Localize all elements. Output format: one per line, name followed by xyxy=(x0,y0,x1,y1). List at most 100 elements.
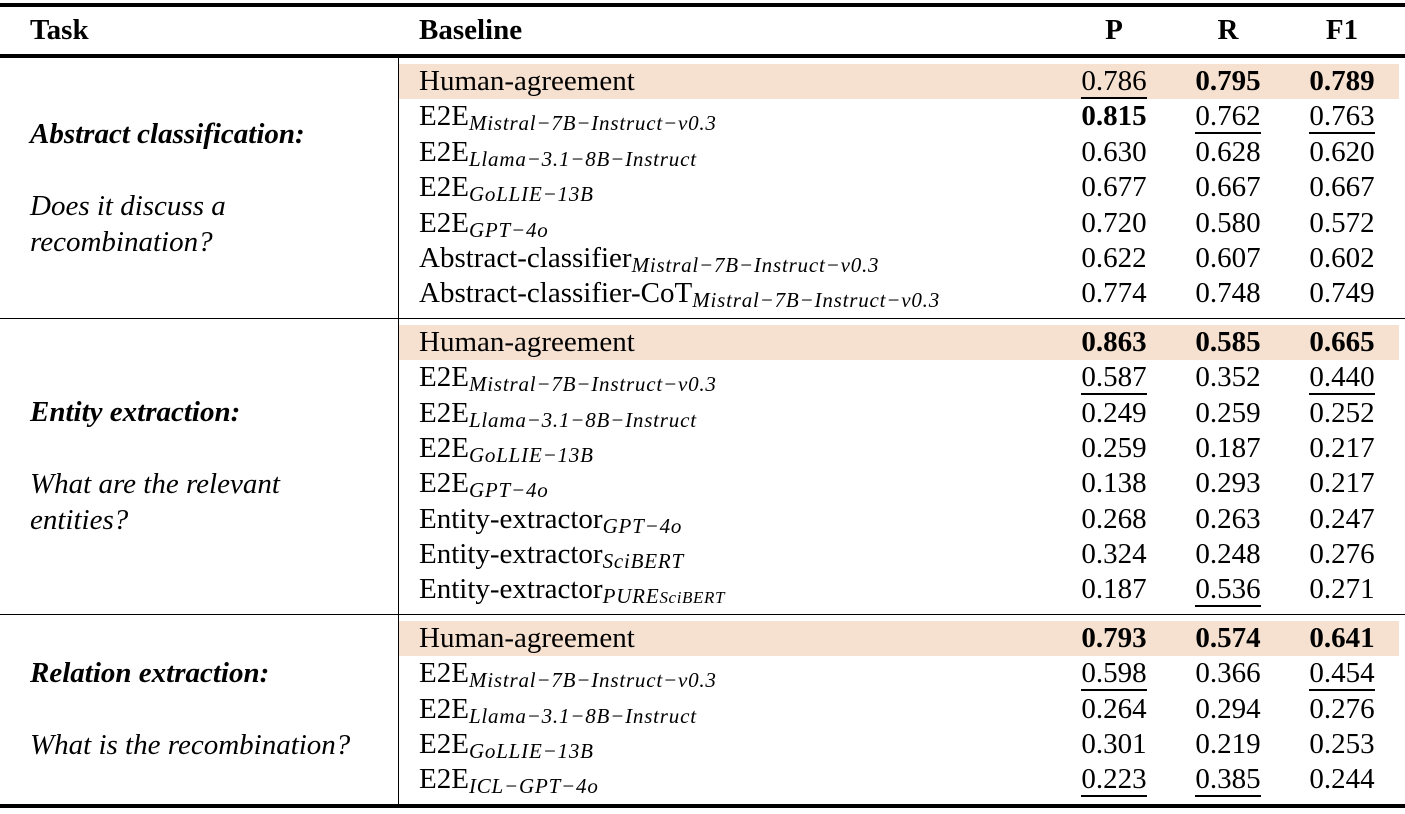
baseline-rows: Human-agreement 0.786 0.795 0.789 E2EMis… xyxy=(398,58,1405,318)
metric-f1-value: 0.217 xyxy=(1309,467,1375,500)
table-row: E2EGoLLIE−13B 0.677 0.667 0.667 xyxy=(399,170,1399,205)
table-row: E2EGoLLIE−13B 0.259 0.187 0.217 xyxy=(399,431,1399,466)
task-cell: Relation extraction: What is the recombi… xyxy=(0,615,398,804)
table-row: Abstract-classifierMistral−7B−Instruct−v… xyxy=(399,241,1399,276)
table-row: E2ELlama−3.1−8B−Instruct 0.264 0.294 0.2… xyxy=(399,692,1399,727)
baseline-name: E2EMistral−7B−Instruct−v0.3 xyxy=(399,99,1057,134)
task-question-line: What are the relevant xyxy=(30,468,280,501)
metric-r-value: 0.628 xyxy=(1195,135,1261,168)
task-section: Relation extraction: What is the recombi… xyxy=(0,614,1405,804)
task-section: Entity extraction: What are the relevant… xyxy=(0,318,1405,615)
baseline-main-text: Entity-extractor xyxy=(419,538,603,571)
baseline-main-text: E2E xyxy=(419,728,469,761)
metric-r-value: 0.762 xyxy=(1195,100,1261,135)
task-question-line: Does it discuss a xyxy=(30,189,226,222)
metric-f1-value: 0.253 xyxy=(1309,728,1375,761)
metric-p-value: 0.815 xyxy=(1081,100,1147,133)
baseline-main-text: Human-agreement xyxy=(419,65,635,97)
table-row: Abstract-classifier-CoTMistral−7B−Instru… xyxy=(399,276,1399,311)
table-row: Entity-extractorSciBERT 0.324 0.248 0.27… xyxy=(399,537,1399,572)
baseline-main-text: Abstract-classifier-CoT xyxy=(419,277,693,310)
metric-f1-value: 0.667 xyxy=(1309,171,1375,204)
metric-f1-value: 0.665 xyxy=(1309,325,1375,358)
metric-f1-value: 0.276 xyxy=(1309,538,1375,571)
baseline-main-text: E2E xyxy=(419,100,469,133)
table-row: E2EMistral−7B−Instruct−v0.3 0.598 0.366 … xyxy=(399,656,1399,692)
baseline-subscript: Mistral−7B−Instruct−v0.3 xyxy=(468,668,717,692)
metric-f1-value: 0.247 xyxy=(1309,502,1375,535)
metric-f1-value: 0.620 xyxy=(1309,135,1375,168)
metric-r-value: 0.259 xyxy=(1195,396,1261,429)
metric-f1-value: 0.789 xyxy=(1309,65,1375,97)
baseline-name: Abstract-classifier-CoTMistral−7B−Instru… xyxy=(399,276,1057,311)
metric-p-value: 0.863 xyxy=(1081,325,1147,358)
baseline-name: Entity-extractorSciBERT xyxy=(399,537,1057,572)
bottom-rule xyxy=(0,803,1405,808)
metric-p-value: 0.793 xyxy=(1081,621,1147,654)
task-spacer xyxy=(30,430,398,466)
metric-f1-value: 0.244 xyxy=(1309,763,1375,796)
baseline-subscript: Mistral−7B−Instruct−v0.3 xyxy=(692,288,940,312)
baseline-name: Entity-extractorPURESciBERT xyxy=(399,572,1057,607)
baseline-main-text: E2E xyxy=(419,171,469,204)
baseline-subscript: GoLLIE−13B xyxy=(468,739,594,763)
table-row: E2EGPT−4o 0.720 0.580 0.572 xyxy=(399,206,1399,241)
baseline-main-text: Entity-extractor xyxy=(419,502,603,535)
baseline-subscript: SciBERT xyxy=(602,549,685,573)
metric-f1-value: 0.572 xyxy=(1309,206,1375,239)
baseline-main-text: E2E xyxy=(419,763,469,796)
table-row: E2EMistral−7B−Instruct−v0.3 0.815 0.762 … xyxy=(399,99,1399,135)
baseline-name: E2EGoLLIE−13B xyxy=(399,727,1057,762)
metric-r-value: 0.536 xyxy=(1195,573,1261,608)
baseline-subscript: GPT−4o xyxy=(602,513,683,538)
baseline-main-text: E2E xyxy=(419,396,469,429)
metric-p-value: 0.223 xyxy=(1081,763,1147,798)
metric-p-value: 0.587 xyxy=(1081,361,1147,396)
baseline-name: Entity-extractorGPT−4o xyxy=(399,502,1057,537)
baseline-main-text: E2E xyxy=(419,692,469,725)
metric-p-value: 0.187 xyxy=(1081,573,1147,606)
metric-f1-value: 0.440 xyxy=(1309,361,1375,396)
table-row: Entity-extractorPURESciBERT 0.187 0.536 … xyxy=(399,572,1399,608)
baseline-main-text: E2E xyxy=(419,431,469,464)
header-metric-f1: F1 xyxy=(1325,14,1359,46)
metric-r-value: 0.187 xyxy=(1195,431,1261,464)
baseline-main-text: Human-agreement xyxy=(419,621,635,654)
baseline-main-text: E2E xyxy=(419,206,469,239)
task-cell: Entity extraction: What are the relevant… xyxy=(0,319,398,614)
task-section: Abstract classification: Does it discuss… xyxy=(0,58,1405,319)
baseline-name: E2EMistral−7B−Instruct−v0.3 xyxy=(399,656,1057,691)
metric-r-value: 0.352 xyxy=(1195,361,1261,394)
metric-r-value: 0.385 xyxy=(1195,763,1261,798)
metric-r-value: 0.795 xyxy=(1195,65,1261,97)
metric-p-value: 0.598 xyxy=(1081,657,1147,692)
metric-f1-value: 0.271 xyxy=(1309,573,1375,606)
task-cell: Abstract classification: Does it discuss… xyxy=(0,58,398,318)
metric-f1-value: 0.641 xyxy=(1309,621,1375,654)
baseline-name: E2EGoLLIE−13B xyxy=(399,431,1057,466)
metric-p-value: 0.268 xyxy=(1081,502,1147,535)
baseline-main-text: E2E xyxy=(419,135,469,168)
metric-r-value: 0.667 xyxy=(1195,171,1261,204)
baseline-name: E2EMistral−7B−Instruct−v0.3 xyxy=(399,360,1057,395)
metric-p-value: 0.324 xyxy=(1081,538,1147,571)
metric-p-value: 0.786 xyxy=(1081,65,1147,99)
baseline-name: Human-agreement xyxy=(399,325,1057,360)
baseline-rows: Human-agreement 0.863 0.585 0.665 E2EMis… xyxy=(398,318,1405,614)
baseline-name: E2ELlama−3.1−8B−Instruct xyxy=(399,396,1057,431)
baseline-subscript: Mistral−7B−Instruct−v0.3 xyxy=(468,372,717,396)
metric-p-value: 0.677 xyxy=(1081,171,1147,204)
header-metric-r: R xyxy=(1217,14,1239,46)
baseline-subscript: GPT−4o xyxy=(468,217,549,241)
metric-r-value: 0.585 xyxy=(1195,325,1261,358)
task-title: Entity extraction: xyxy=(30,396,241,429)
metric-p-value: 0.138 xyxy=(1081,467,1147,500)
baseline-name: Human-agreement xyxy=(399,621,1057,656)
baseline-name: E2EGPT−4o xyxy=(399,466,1057,501)
metric-r-value: 0.248 xyxy=(1195,538,1261,571)
metric-f1-value: 0.602 xyxy=(1309,241,1375,274)
header-right-group: Baseline P R F1 xyxy=(398,14,1405,47)
metric-r-value: 0.219 xyxy=(1195,728,1261,761)
baseline-subscript: GoLLIE−13B xyxy=(468,182,594,206)
